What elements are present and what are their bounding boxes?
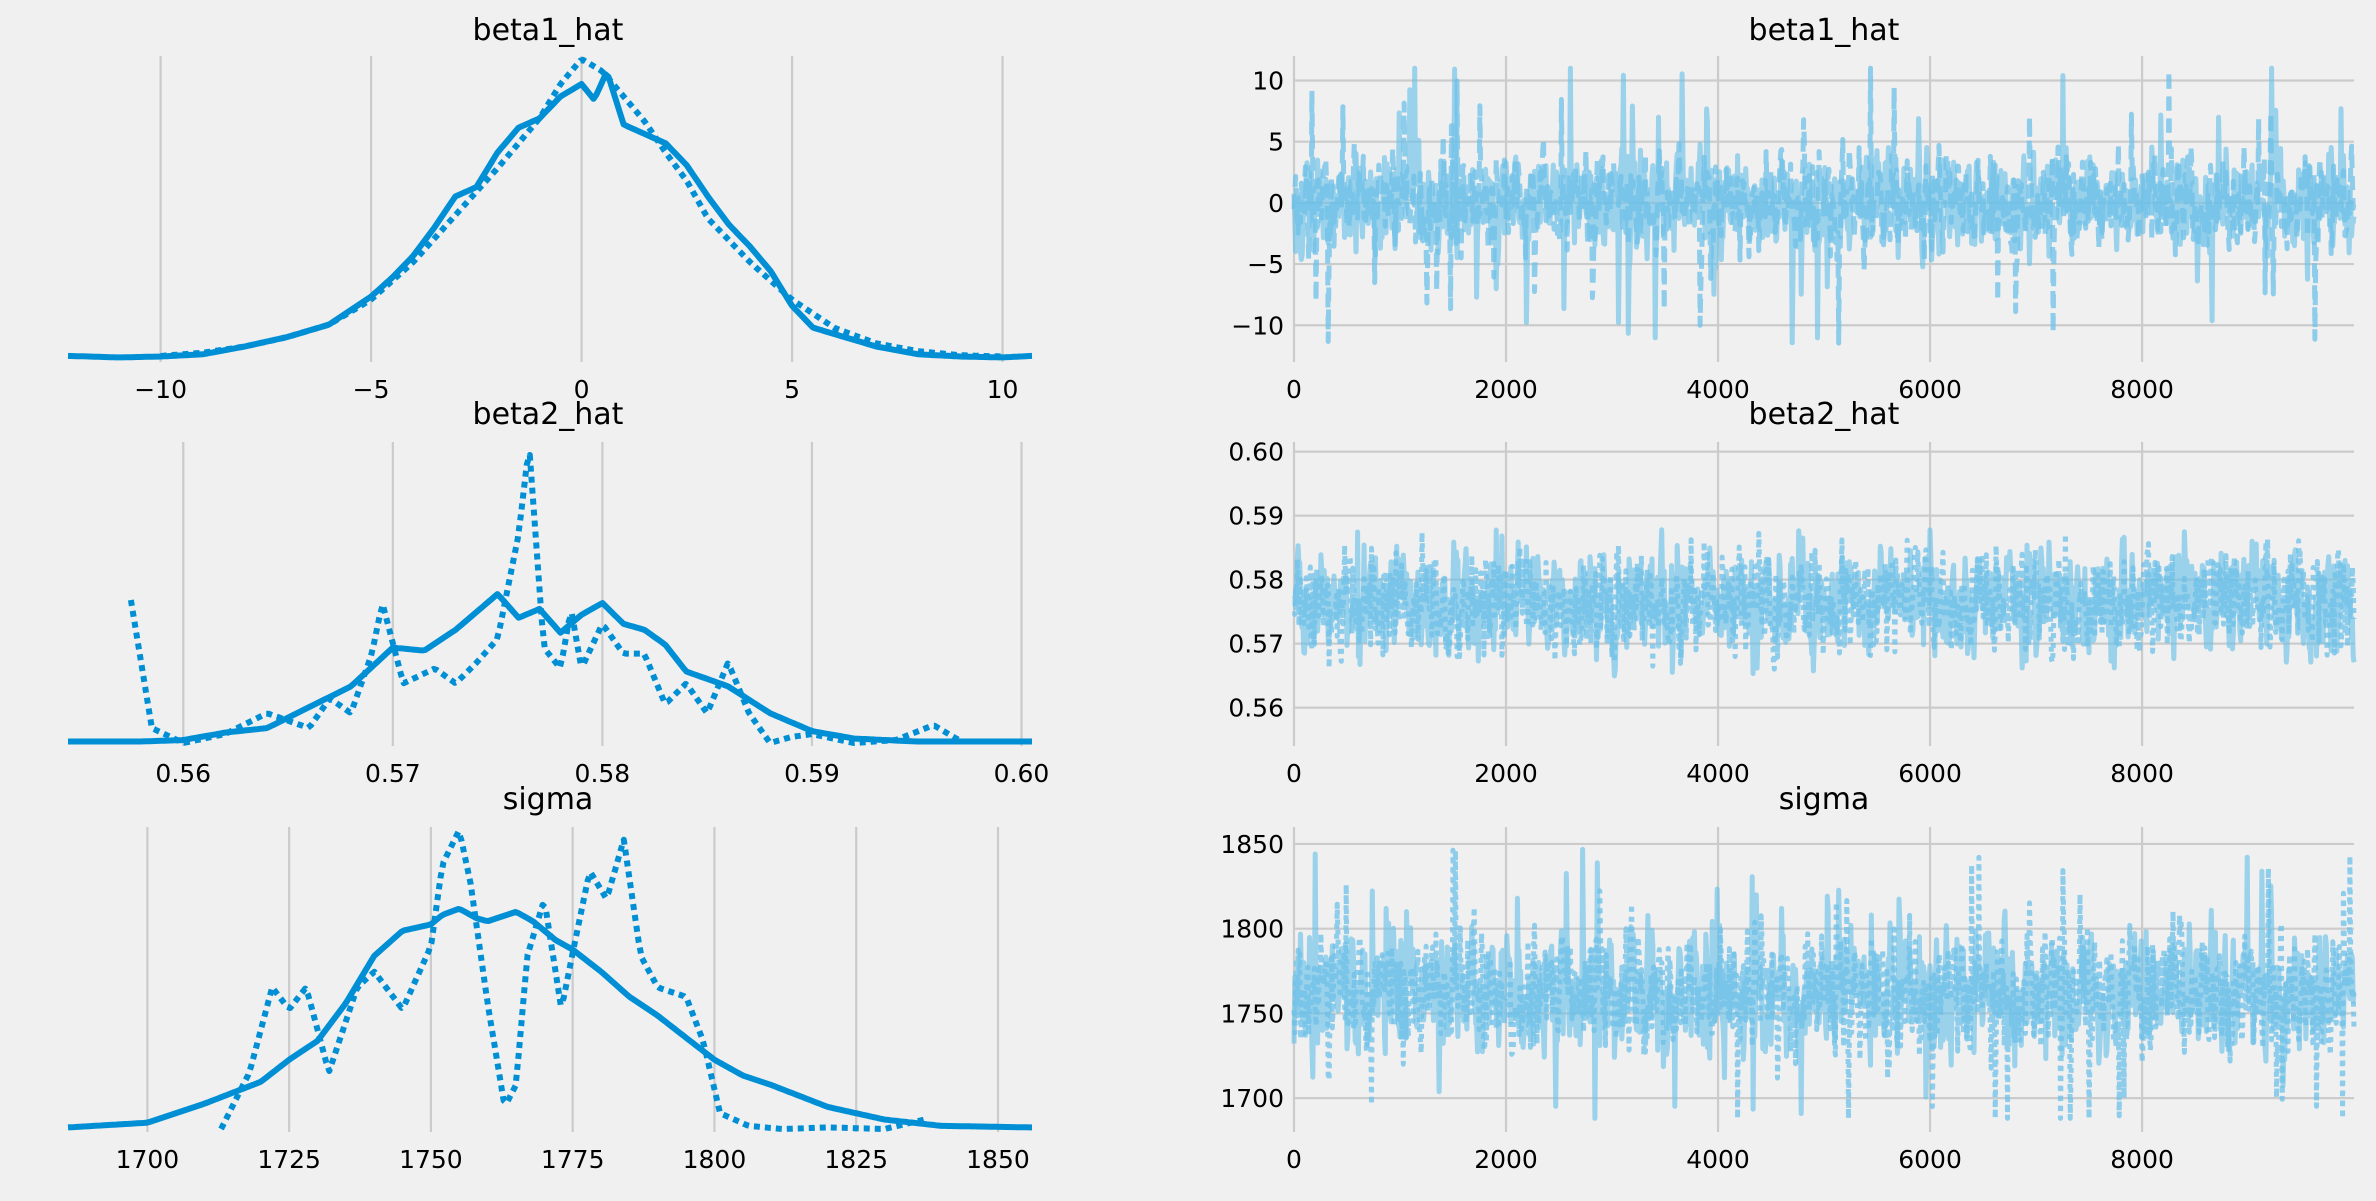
y-tick-label: −10 [1231,311,1284,340]
x-tick-label: 1725 [257,1145,321,1174]
x-tick-label: −10 [134,375,187,404]
x-tick-label: 1700 [116,1145,180,1174]
x-tick-label: 1825 [824,1145,888,1174]
x-tick-label: 2000 [1474,759,1538,788]
x-tick-label: 2000 [1474,1145,1538,1174]
panel-title: beta2_hat [473,397,624,432]
panel-title: beta2_hat [1749,397,1900,432]
y-tick-label: 0.57 [1228,630,1284,659]
y-tick-label: 0.56 [1228,694,1284,723]
x-tick-label: 4000 [1686,759,1750,788]
y-tick-label: 0 [1268,189,1284,218]
panel-title: sigma [503,782,594,817]
panel-title: beta1_hat [1749,13,1900,48]
x-tick-label: 2000 [1474,375,1538,404]
x-tick-label: −5 [353,375,390,404]
x-tick-label: 0.59 [784,759,840,788]
x-tick-label: 6000 [1898,1145,1962,1174]
panel-title: sigma [1779,782,1870,817]
x-tick-label: 1775 [541,1145,605,1174]
panel-kde-beta2: 0.56 0.57 0.58 0.59 0.60 beta2_hat [68,397,1049,788]
x-tick-label: 8000 [2110,375,2174,404]
panel-trace-sigma: 0 2000 4000 6000 8000 1700 1750 1800 1850 sigma [1220,782,2357,1174]
x-tick-label: 10 [987,375,1019,404]
panel-kde-sigma: 1700 1725 1750 1775 1800 1825 1850 sigma [67,782,1032,1174]
panel-kde-beta1: −10 −5 0 5 10 beta1_hat [67,13,1033,404]
trace-line-chain-2 [1291,847,2357,1121]
kde-line-dotted [127,452,961,746]
x-tick-label: 6000 [1898,759,1962,788]
x-tick-label: 6000 [1898,375,1962,404]
trace-line-chain-2 [1291,530,2357,672]
y-tick-label: 1700 [1220,1084,1284,1113]
x-tick-label: 0.57 [365,759,421,788]
panel-trace-beta2: 0 2000 4000 6000 8000 0.56 0.57 0.58 0.59 0.60 be… [1228,397,2357,788]
y-tick-label: 0.60 [1228,438,1284,467]
trace-line-chain-2 [1291,65,2357,346]
kde-line-dotted [218,828,925,1132]
x-tick-label: 1750 [399,1145,463,1174]
panel-trace-beta1: 0 2000 4000 6000 8000 −10 −5 0 5 10 beta1_hat [1231,13,2357,404]
x-tick-label: 1850 [966,1145,1030,1174]
x-tick-label: 0.58 [575,759,631,788]
kde-line-dotted [160,56,1003,360]
x-tick-label: 0.56 [155,759,211,788]
x-tick-label: 0 [1286,1145,1302,1174]
panel-title: beta1_hat [473,13,624,48]
x-tick-label: 8000 [2110,759,2174,788]
x-tick-label: 5 [784,375,800,404]
y-tick-label: 1850 [1220,830,1284,859]
x-tick-label: 4000 [1686,1145,1750,1174]
x-tick-label: 0.60 [994,759,1050,788]
x-tick-label: 1800 [683,1145,747,1174]
y-tick-label: 5 [1268,128,1284,157]
y-tick-label: 10 [1252,66,1284,95]
y-tick-label: −5 [1247,250,1284,279]
x-tick-label: 0 [1286,375,1302,404]
x-tick-label: 4000 [1686,375,1750,404]
y-tick-label: 1800 [1220,915,1284,944]
y-tick-label: 0.59 [1228,502,1284,531]
y-tick-label: 1750 [1220,999,1284,1028]
x-tick-label: 0 [574,375,590,404]
y-tick-label: 0.58 [1228,566,1284,595]
x-tick-label: 0 [1286,759,1302,788]
x-tick-label: 8000 [2110,1145,2174,1174]
